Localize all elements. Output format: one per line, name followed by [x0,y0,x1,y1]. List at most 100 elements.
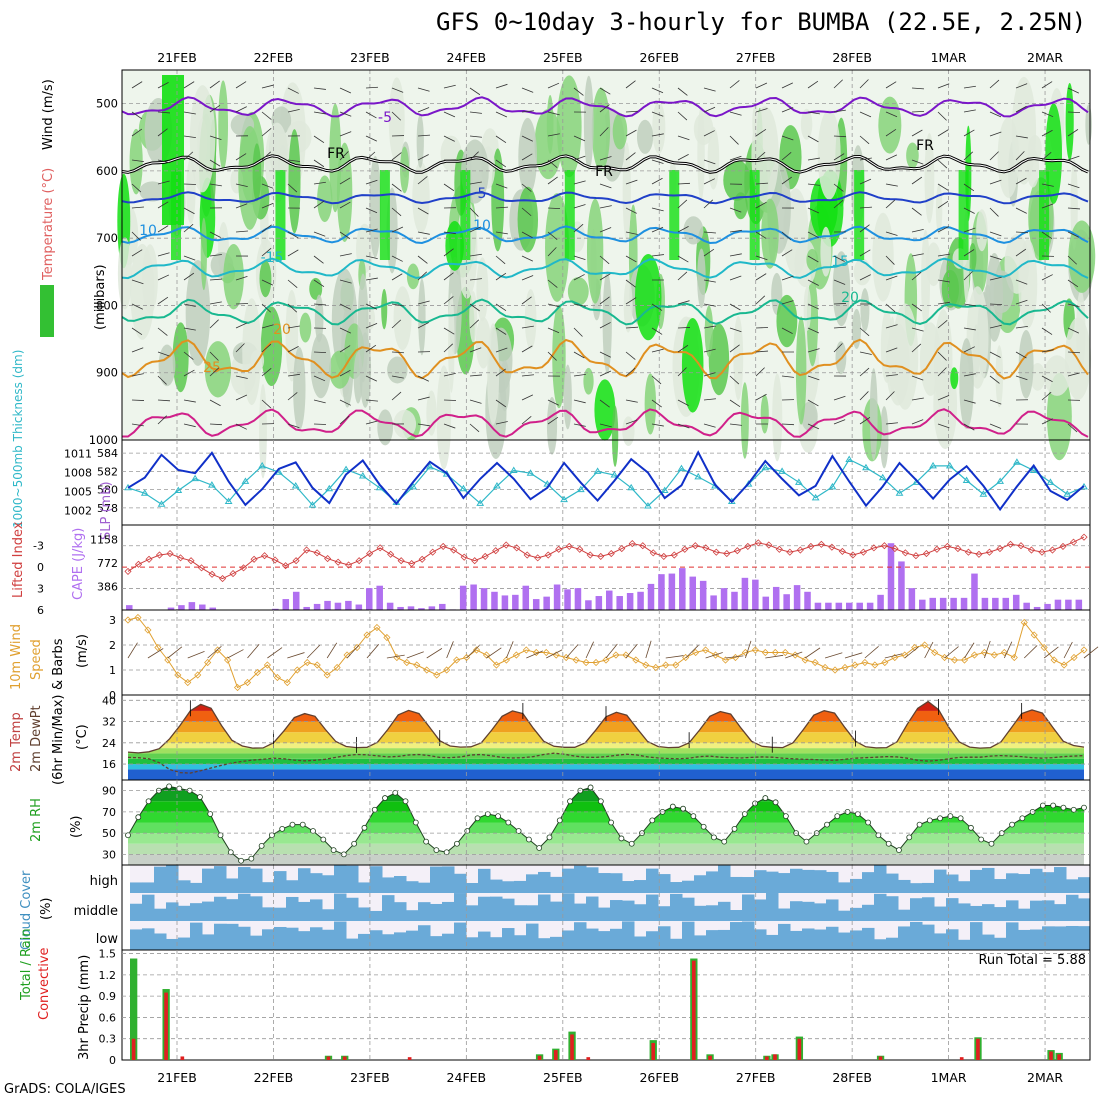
wind-barb [1041,391,1052,401]
wind-barb [495,327,507,335]
cape-bar [386,602,394,610]
wind-barb [313,351,327,354]
precip-convective-bar [878,1056,883,1060]
wind-barb [261,279,274,286]
wind-barb [807,399,819,407]
wind-barb [417,375,429,382]
ylabel-rh-unit: (%) [69,816,84,839]
rh-shade [259,384,267,479]
wind-barb [807,183,820,186]
wind-barb [469,135,482,138]
wind-ytick: 0 [109,689,116,702]
wind-barb [391,255,403,262]
lifted-index-marker [397,557,405,565]
wind-barb [1015,351,1027,359]
precip-convective-bar [765,1056,769,1060]
wind-barb [443,84,456,89]
cape-bar [126,605,133,610]
precip-convective-bar [1057,1054,1061,1060]
cloud-bar [226,923,239,950]
cloud-bar [622,881,635,893]
wind-barb [547,176,558,185]
wind-barb [391,303,404,307]
cloud-bar [898,909,911,921]
wind-barb-10m [386,654,405,659]
rh-shade [612,112,628,150]
rh-marker [803,838,810,845]
rh-shade [594,379,616,441]
lifted-index-marker [292,557,300,565]
wind-barb [521,183,532,192]
wind-barb [1015,299,1028,305]
wind-barb-10m [147,648,164,659]
lifted-index-marker [796,546,804,554]
wind-barb [1041,111,1054,118]
lifted-index-line [127,536,1085,580]
wind-barb [885,324,898,329]
cape-bar [491,591,498,610]
wind-barb [131,279,144,285]
cloud-bar [142,894,155,921]
cape-bar [804,591,811,610]
wind-barb [911,253,924,257]
rh-shade [299,312,312,343]
cloud-bar [298,868,311,893]
wind-barb [1067,231,1079,238]
lifted-index-marker [1069,538,1078,546]
wind-barb-10m [904,646,919,659]
precip-convective-bar [976,1038,980,1060]
wind-barb-10m [824,652,843,659]
wind-barb [625,179,638,185]
wind-barb [651,399,662,408]
wind-barb [989,423,1002,429]
wind-barb [937,320,948,329]
lifted-index-marker [912,552,920,560]
wind-barb [209,423,223,426]
wind-barb [131,347,144,353]
wind-barb [417,134,430,137]
wind-barb [339,345,351,353]
wind-barb [469,111,482,114]
thickness-marker [962,476,971,483]
lifted-index-marker [754,539,762,547]
rh-marker [700,823,707,830]
lifted-index-marker [817,540,825,548]
wind-barb [547,247,557,257]
wind-barb [1015,325,1028,329]
cloud-bar [802,901,815,921]
wind-barb [651,133,664,137]
wind-barb [755,108,768,113]
thickness-marker [593,467,602,474]
cloud-bar [418,902,431,921]
cloud-bar [478,896,491,921]
wind-barb [469,151,479,161]
precip-ytick: 1.5 [99,948,117,961]
humidity-ytick: 70 [102,806,116,819]
cloud-bar [454,893,467,921]
wind-speed-marker [144,626,152,634]
wind-barb [781,300,794,305]
cloud-bar [130,903,143,921]
cloud-bar [790,901,803,921]
cloud-bar [322,875,335,893]
wind-barb [989,131,1002,137]
cloud-bar [706,930,719,950]
cloud-bar [694,875,707,893]
wind-barb [157,180,170,185]
wind-barb [729,399,741,408]
wind-barb [287,279,298,289]
wind-speed-marker [263,661,271,669]
lifted-index-marker [1006,540,1015,548]
cloud-bar [694,905,707,921]
cloud-bar [766,871,779,893]
cape-bar [209,607,217,610]
cape-bar [1023,602,1030,610]
wind-barb [261,324,274,329]
cloud-bar [442,933,455,950]
wind-barb [547,159,558,169]
wind-barb [547,303,560,308]
date-label-top: 25FEB [543,50,583,65]
wind-barb [1015,135,1028,139]
lifted-index-marker [859,548,867,556]
wind-barb-10m [1063,641,1073,659]
